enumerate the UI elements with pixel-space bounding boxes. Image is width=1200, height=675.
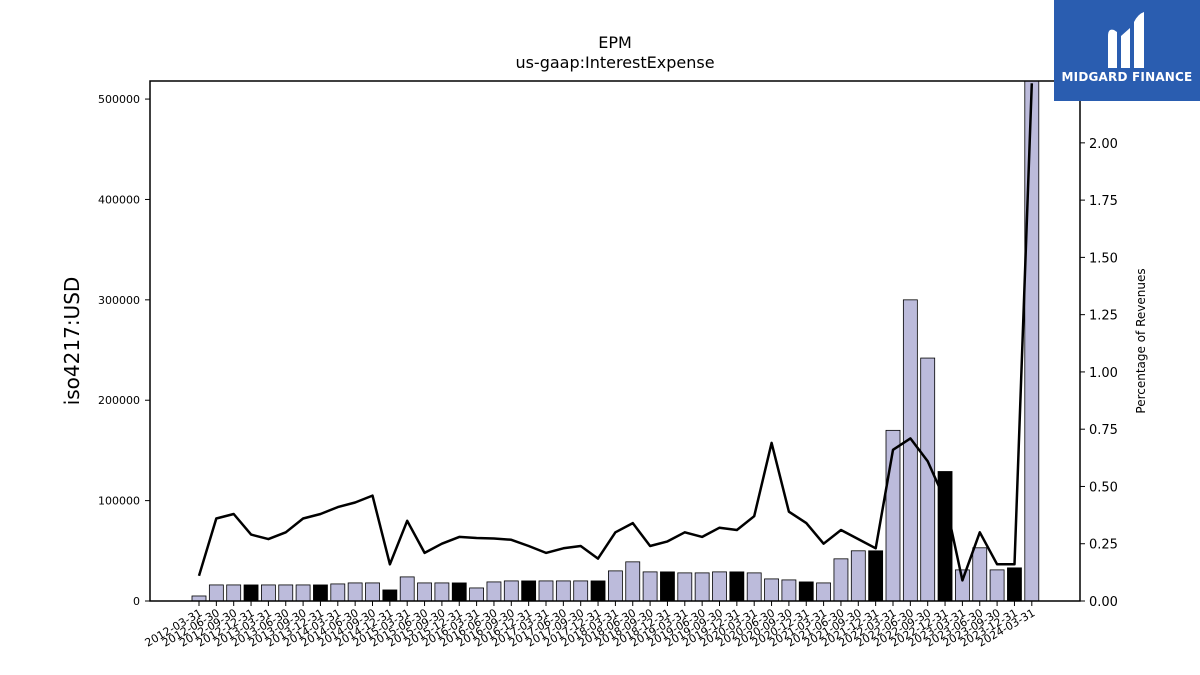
bar-2014-09-30 bbox=[365, 582, 380, 602]
bar-2015-06-30 bbox=[417, 582, 432, 602]
bar-2017-12-31 bbox=[590, 580, 606, 602]
y-tick-label: 0 bbox=[133, 595, 140, 608]
y-tick-label: 300000 bbox=[98, 294, 140, 307]
y2-tick-label: 0.75 bbox=[1089, 423, 1118, 438]
bar-2019-06-30 bbox=[694, 572, 710, 602]
bar-2018-09-30 bbox=[642, 571, 658, 602]
y2-tick-label: 1.25 bbox=[1089, 309, 1118, 324]
bar-2018-03-31 bbox=[608, 570, 623, 602]
y-tick-label: 100000 bbox=[98, 495, 140, 508]
bar-2012-09-30 bbox=[226, 584, 242, 602]
bar-2024-03-31 bbox=[1024, 80, 1040, 602]
bar-2015-12-31 bbox=[451, 582, 467, 602]
bar-2018-12-31 bbox=[660, 571, 675, 602]
bar-2015-09-30 bbox=[434, 582, 450, 602]
y-ticks: 0 100000 200000 300000 400000 500000 bbox=[98, 93, 150, 608]
bar-2014-03-31 bbox=[330, 583, 346, 602]
bar-2020-03-31 bbox=[746, 572, 762, 602]
bar-2013-12-31 bbox=[313, 584, 328, 602]
brand-logo: MIDGARD FINANCE bbox=[1054, 0, 1200, 101]
midgard-logo-icon bbox=[1108, 12, 1144, 69]
bar-2021-03-31 bbox=[816, 582, 831, 602]
bar-2016-12-31 bbox=[521, 580, 537, 602]
y2-ticks: 0.00 0.25 0.50 0.75 1.00 1.25 1.50 1.75 2.00 bbox=[1080, 137, 1118, 610]
y2-tick-label: 0.00 bbox=[1089, 595, 1118, 610]
y2-tick-label: 1.75 bbox=[1089, 194, 1118, 209]
bar-2021-09-30 bbox=[850, 550, 866, 602]
y2-tick-label: 1.50 bbox=[1089, 251, 1118, 266]
bar-2020-06-30 bbox=[764, 578, 779, 602]
bar-2013-09-30 bbox=[295, 584, 311, 602]
bar-2017-06-30 bbox=[555, 580, 571, 602]
bar-2013-06-30 bbox=[278, 584, 294, 602]
y2-tick-label: 2.00 bbox=[1089, 137, 1118, 152]
percentage-of-revenues-line bbox=[197, 83, 1034, 582]
y-tick-label: 500000 bbox=[98, 93, 140, 106]
bar-2019-09-30 bbox=[712, 571, 727, 602]
x-ticks: 2012-03-312012-06-302012-09-302012-12-31… bbox=[143, 601, 1037, 650]
bar-2016-03-31 bbox=[469, 587, 485, 602]
line-group bbox=[197, 83, 1034, 582]
logo-text: MIDGARD FINANCE bbox=[1061, 70, 1193, 84]
y2-tick-label: 0.25 bbox=[1089, 538, 1118, 553]
y2-tick-label: 0.50 bbox=[1089, 480, 1118, 495]
plot-frame bbox=[149, 80, 1081, 602]
y-tick-label: 200000 bbox=[98, 394, 140, 407]
chart-title: EPM bbox=[598, 33, 632, 52]
bar-2021-12-31 bbox=[868, 550, 884, 602]
bar-2012-12-31 bbox=[243, 584, 259, 602]
bar-2013-03-31 bbox=[260, 584, 276, 602]
bar-2014-06-30 bbox=[347, 582, 363, 602]
y-tick-label: 400000 bbox=[98, 193, 140, 206]
bar-2017-03-31 bbox=[538, 580, 554, 602]
bar-2015-03-31 bbox=[399, 576, 415, 602]
bar-2023-06-30 bbox=[972, 547, 988, 602]
bar-2016-09-30 bbox=[503, 580, 519, 602]
bar-2019-12-31 bbox=[729, 571, 745, 602]
bars-group bbox=[191, 80, 1040, 602]
bar-2021-06-30 bbox=[833, 558, 849, 602]
bar-2018-06-30 bbox=[625, 561, 641, 602]
bar-2019-03-31 bbox=[677, 572, 693, 602]
bar-2012-03-31 bbox=[191, 595, 207, 602]
bar-2023-12-31 bbox=[1007, 567, 1022, 602]
y2-tick-label: 1.00 bbox=[1089, 366, 1118, 381]
bar-2012-06-30 bbox=[208, 584, 224, 602]
y2-axis-label: Percentage of Revenues bbox=[1134, 268, 1148, 413]
chart-subtitle: us-gaap:InterestExpense bbox=[515, 53, 714, 72]
bar-2017-09-30 bbox=[573, 580, 589, 602]
bar-2014-12-31 bbox=[382, 589, 398, 602]
y-axis-label: iso4217:USD bbox=[60, 277, 84, 406]
bar-2022-09-30 bbox=[920, 357, 936, 602]
bar-2016-06-30 bbox=[486, 581, 502, 602]
bar-2022-06-30 bbox=[902, 299, 918, 602]
bar-2020-09-30 bbox=[781, 579, 797, 602]
bar-2023-09-30 bbox=[989, 569, 1005, 602]
bar-2020-12-31 bbox=[798, 581, 814, 602]
